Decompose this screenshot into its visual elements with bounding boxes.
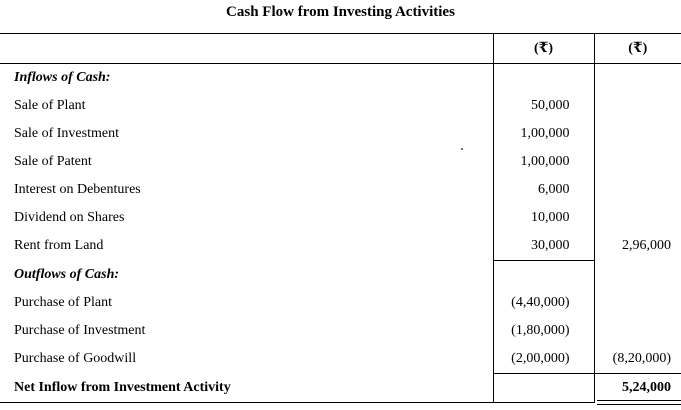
net-total: 5,24,000 xyxy=(622,380,671,396)
row-label: Sale of Plant xyxy=(0,92,494,120)
double-underline xyxy=(597,400,681,405)
row-label: Purchase of Investment xyxy=(0,317,494,345)
table-row: Interest on Debentures 6,000 xyxy=(0,176,681,204)
table-row: Purchase of Goodwill (2,00,000) (8,20,00… xyxy=(0,345,681,374)
table-row: Purchase of Investment (1,80,000) xyxy=(0,317,681,345)
table-row: Purchase of Plant (4,40,000) xyxy=(0,289,681,317)
row-label: Purchase of Goodwill xyxy=(0,345,494,374)
table-row: Sale of Patent 1,00,000 xyxy=(0,148,681,176)
row-label: Rent from Land xyxy=(0,232,494,261)
outflows-total: (8,20,000) xyxy=(594,345,681,374)
row-amount: 10,000 xyxy=(493,204,595,232)
row-label: Purchase of Plant xyxy=(0,289,494,317)
inflows-heading-row: Inflows of Cash: xyxy=(0,63,681,92)
row-amount: 6,000 xyxy=(493,176,595,204)
row-label: Dividend on Shares xyxy=(0,204,494,232)
outflows-heading: Outflows of Cash: xyxy=(0,260,494,289)
row-label: Sale of Patent xyxy=(0,148,494,176)
row-label: Interest on Debentures xyxy=(0,176,494,204)
inflows-total: 2,96,000 xyxy=(622,238,671,254)
scan-dot xyxy=(461,148,463,150)
net-row: Net Inflow from Investment Activity 5,24… xyxy=(0,373,681,403)
row-amount: 1,00,000 xyxy=(493,148,595,176)
header-row: (₹) (₹) xyxy=(0,33,681,64)
row-amount: 50,000 xyxy=(493,92,595,120)
row-amount: 1,00,000 xyxy=(493,120,595,148)
cash-flow-table: (₹) (₹) Inflows of Cash: Sale of Plant 5… xyxy=(0,33,681,403)
row-amount: (1,80,000) xyxy=(493,317,595,345)
table-row: Dividend on Shares 10,000 xyxy=(0,204,681,232)
table-row: Sale of Investment 1,00,000 xyxy=(0,120,681,148)
row-amount: 30,000 xyxy=(493,232,595,261)
inflows-heading: Inflows of Cash: xyxy=(0,63,494,92)
net-label: Net Inflow from Investment Activity xyxy=(0,373,494,403)
outflows-heading-row: Outflows of Cash: xyxy=(0,260,681,289)
header-col-a: (₹) xyxy=(493,33,595,64)
header-particulars xyxy=(0,33,494,64)
table-row: Sale of Plant 50,000 xyxy=(0,92,681,120)
table-row: Rent from Land 30,000 2,96,000 xyxy=(0,232,681,261)
header-col-b: (₹) xyxy=(594,33,681,64)
row-amount: (4,40,000) xyxy=(493,289,595,317)
row-amount: (2,00,000) xyxy=(493,345,595,374)
statement-title: Cash Flow from Investing Activities xyxy=(226,4,455,20)
row-label: Sale of Investment xyxy=(0,120,494,148)
